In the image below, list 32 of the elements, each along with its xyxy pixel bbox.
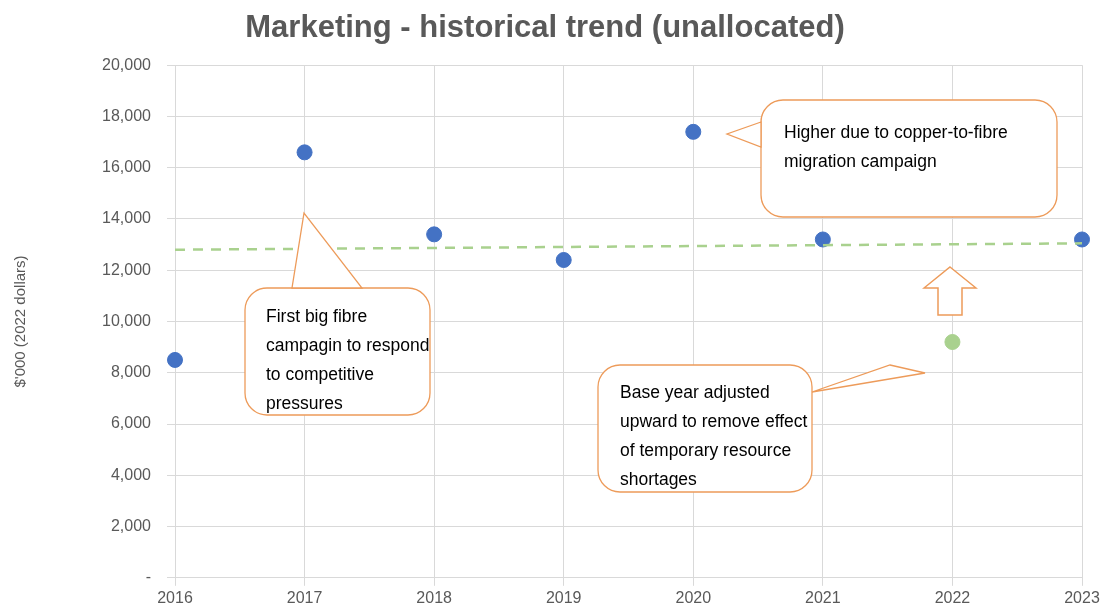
point: [944, 334, 961, 350]
point: [1074, 231, 1090, 248]
y-tick-label: 2,000: [110, 516, 152, 534]
point: [685, 123, 702, 140]
annotation: First big fibre campagin to respond to competitive pressures: [266, 305, 431, 415]
x-tick-label: 2016: [157, 588, 193, 606]
y-tick-label: 10,000: [102, 311, 152, 329]
x-tick-label: 2023: [1064, 588, 1100, 606]
y-tick-label: 6,000: [110, 414, 152, 432]
point: [555, 251, 572, 268]
chart-title: Marketing - historical trend (unallocated): [245, 9, 845, 45]
y-tick-label: 4,000: [110, 465, 152, 483]
x-tick-label: 2022: [934, 588, 971, 606]
y-tick-label: 18,000: [102, 106, 152, 124]
x-tick-label: 2020: [675, 588, 712, 606]
annotation: Higher due to copper-to-fibre migration campaign: [784, 121, 1009, 173]
point: [814, 231, 831, 248]
x-tick-label: 2019: [545, 588, 582, 606]
x-tick-label: 2021: [805, 588, 841, 606]
point: [167, 351, 183, 368]
point: [296, 144, 313, 161]
y-tick-label: 16,000: [102, 158, 152, 176]
annotation: Base year adjusted upward to remove effect of temporary resource shortages: [620, 381, 809, 491]
y-tick-label: 14,000: [102, 209, 152, 227]
y-axis-title: $'000 (2022 dollars): [11, 255, 29, 388]
y-tick-label: 12,000: [102, 260, 152, 278]
x-tick-label: 2018: [416, 588, 453, 606]
x-tick-label: 2017: [286, 588, 323, 606]
y-tick-label: -: [145, 568, 151, 586]
y-tick-label: 20,000: [102, 55, 152, 73]
point: [426, 226, 443, 243]
y-tick-label: 8,000: [110, 363, 152, 381]
